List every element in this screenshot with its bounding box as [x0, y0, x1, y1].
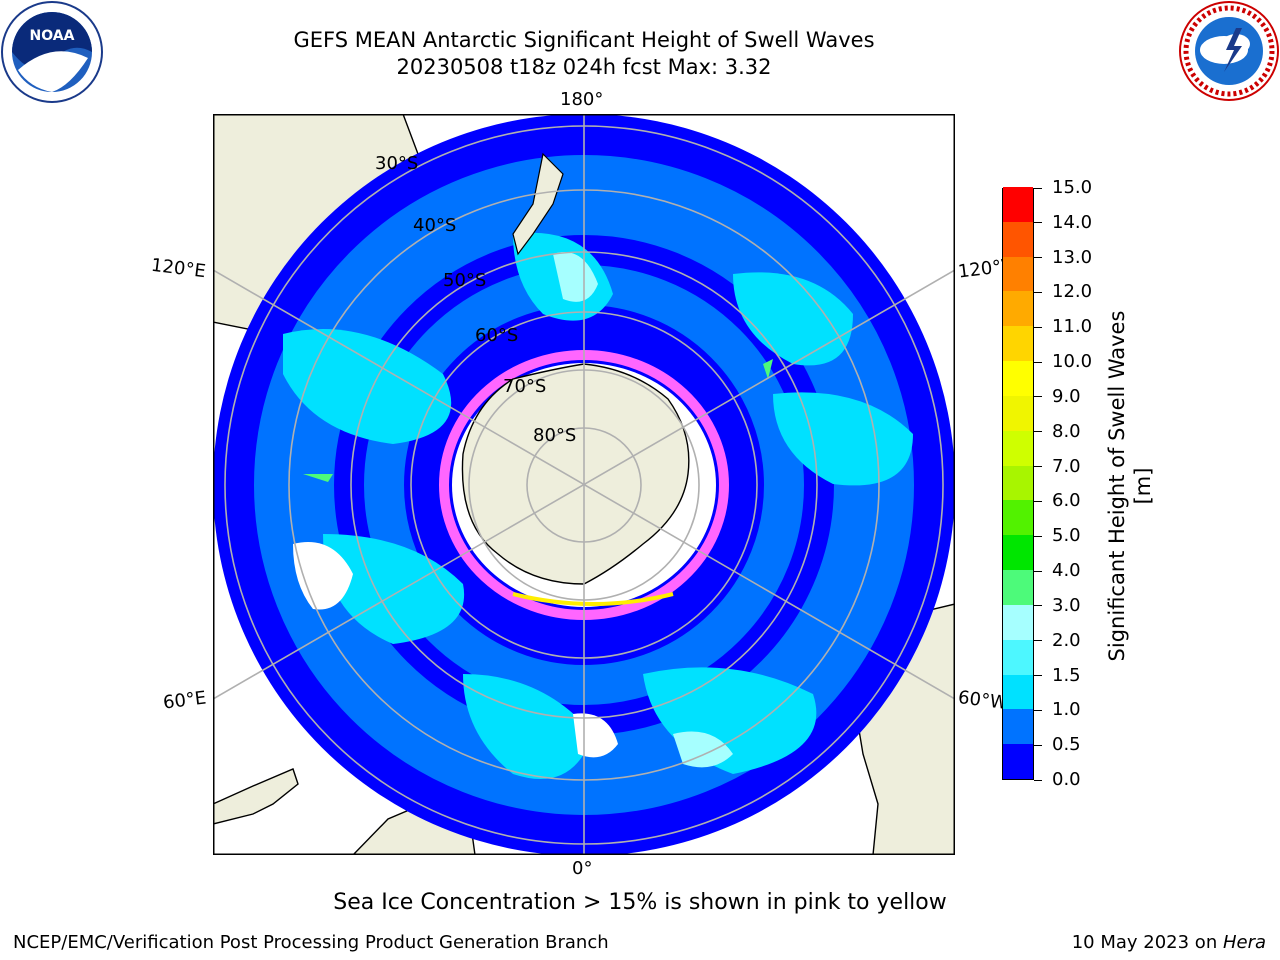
colorbar-segment [1003, 604, 1033, 640]
colorbar-segment [1003, 256, 1033, 292]
colorbar-segment [1003, 291, 1033, 327]
colorbar-tick [1034, 570, 1042, 572]
colorbar-tick-label: 6.0 [1052, 490, 1081, 512]
map-frame [213, 114, 955, 855]
lat-label-40s: 40°S [413, 215, 456, 236]
colorbar-tick [1034, 187, 1042, 189]
antarctica [461, 363, 690, 585]
colorbar-segment [1003, 744, 1033, 779]
colorbar-tick-label: 11.0 [1052, 316, 1093, 338]
lat-label-30s: 30°S [375, 153, 418, 174]
colorbar-segment [1003, 639, 1033, 675]
colorbar-tick [1034, 222, 1042, 224]
map-title: GEFS MEAN Antarctic Significant Height o… [293, 28, 875, 52]
polar-map: 30°S 40°S 50°S 60°S 70°S 80°S [213, 114, 955, 855]
colorbar-tick-label: 10.0 [1052, 351, 1093, 373]
colorbar-tick [1034, 675, 1042, 677]
lon-label-0: 0° [572, 858, 593, 879]
colorbar-tick-label: 3.0 [1052, 594, 1081, 616]
colorbar-tick-label: 2.0 [1052, 629, 1081, 651]
colorbar-segment [1003, 221, 1033, 257]
footer-date: 10 May 2023 on Hera [1072, 932, 1266, 953]
colorbar-tick [1034, 709, 1042, 711]
colorbar-tick [1034, 361, 1042, 363]
colorbar-tick [1034, 500, 1042, 502]
colorbar-segment [1003, 430, 1033, 466]
lat-label-50s: 50°S [443, 270, 486, 291]
colorbar-tick-label: 14.0 [1052, 211, 1093, 233]
footer-date-text: 10 May 2023 on [1071, 932, 1223, 953]
colorbar-segment [1003, 361, 1033, 396]
colorbar-segment [1003, 395, 1033, 431]
colorbar-tick [1034, 779, 1042, 781]
lon-label-180: 180° [560, 89, 604, 110]
colorbar-segment [1003, 674, 1033, 710]
colorbar-tick [1034, 744, 1042, 746]
colorbar-tick [1034, 396, 1042, 398]
lon-label-60e: 60°E [161, 687, 208, 714]
lat-label-70s: 70°S [503, 376, 546, 397]
colorbar [1002, 187, 1034, 780]
graticule [213, 114, 955, 855]
colorbar-tick-label: 0.5 [1052, 734, 1081, 756]
lat-label-60s: 60°S [475, 325, 518, 346]
colorbar-tick-label: 1.0 [1052, 699, 1081, 721]
colorbar-segment [1003, 500, 1033, 536]
colorbar-tick [1034, 257, 1042, 259]
noaa-logo-icon: NOAA [1, 1, 103, 103]
colorbar-tick-label: 0.0 [1052, 769, 1081, 790]
footer-credit: NCEP/EMC/Verification Post Processing Pr… [13, 932, 609, 953]
colorbar-label: Significant Height of Swell Waves [m] [1105, 310, 1155, 662]
colorbar-tick [1034, 466, 1042, 468]
colorbar-tick [1034, 605, 1042, 607]
lon-label-120e: 120°E [149, 254, 207, 283]
colorbar-tick [1034, 535, 1042, 537]
colorbar-segment [1003, 326, 1033, 362]
colorbar-tick [1034, 291, 1042, 293]
sea-ice-footnote: Sea Ice Concentration > 15% is shown in … [333, 890, 947, 915]
map-subtitle: 20230508 t18z 024h fcst Max: 3.32 [396, 55, 772, 79]
colorbar-segment [1003, 535, 1033, 571]
footer-date-machine: Hera [1222, 932, 1266, 953]
colorbar-tick-label: 5.0 [1052, 525, 1081, 547]
national-weather-service-logo-icon [1179, 1, 1279, 101]
colorbar-tick [1034, 431, 1042, 433]
colorbar-tick-label: 15.0 [1052, 177, 1093, 198]
lon-label-60w: 60°W [956, 687, 1009, 714]
colorbar-tick-label: 13.0 [1052, 246, 1093, 268]
colorbar-tick-label: 4.0 [1052, 560, 1081, 582]
colorbar-tick-label: 7.0 [1052, 455, 1081, 477]
colorbar-segment [1003, 570, 1033, 605]
colorbar-segment [1003, 709, 1033, 745]
lat-label-80s: 80°S [533, 425, 576, 446]
colorbar-tick-label: 8.0 [1052, 420, 1081, 442]
colorbar-tick-label: 1.5 [1052, 664, 1081, 686]
colorbar-segment [1003, 187, 1033, 222]
colorbar-segment [1003, 465, 1033, 501]
colorbar-tick-label: 12.0 [1052, 281, 1093, 303]
colorbar-tick [1034, 640, 1042, 642]
noaa-logo-text: NOAA [30, 28, 75, 44]
colorbar-tick-label: 9.0 [1052, 385, 1081, 407]
colorbar-tick [1034, 326, 1042, 328]
